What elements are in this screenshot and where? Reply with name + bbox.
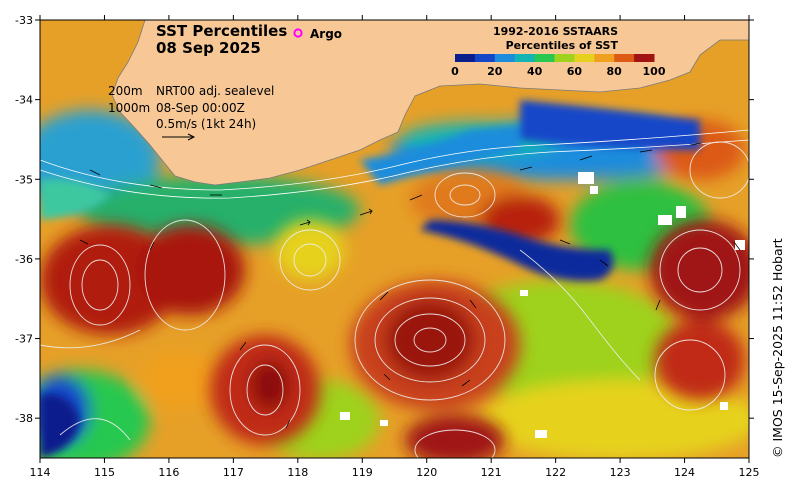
x-tick-label: 116: [158, 466, 179, 479]
colorbar-swatch: [554, 54, 575, 62]
y-axis: -33 -34 -35 -36 -37 -38: [15, 14, 754, 425]
colorbar-swatch: [514, 54, 536, 62]
colorbar-tick-label: 0: [451, 65, 459, 78]
colorbar-title-line2: Percentiles of SST: [506, 39, 619, 52]
colorbar-swatch: [594, 54, 615, 62]
y-tick-label: -36: [15, 253, 33, 266]
colorbar-swatch: [634, 54, 655, 62]
x-tick-label: 117: [223, 466, 244, 479]
colorbar-ticks: 0 20 40 60 80 100: [451, 65, 666, 78]
colorbar-tick-label: 100: [643, 65, 666, 78]
sealevel-contours: [40, 141, 749, 458]
warm-eddies: [40, 170, 749, 458]
argo-marker-icon: [293, 28, 303, 38]
colorbar-swatch: [494, 54, 516, 62]
y-tick-label: -33: [15, 14, 33, 27]
colorbar-swatch: [474, 54, 496, 62]
imos-credit: © IMOS 15-Sep-2025 11:52 Hobart: [770, 238, 785, 458]
map-plot-area: [40, 20, 749, 458]
x-tick-label: 121: [481, 466, 502, 479]
colorbar-tick-label: 20: [487, 65, 503, 78]
legend-scale: 0.5m/s (1kt 24h): [156, 117, 256, 131]
cloud-gaps: [340, 172, 745, 438]
colorbar-tick-label: 40: [527, 65, 543, 78]
colorbar-swatch: [574, 54, 595, 62]
x-tick-label: 119: [352, 466, 373, 479]
y-tick-label: -35: [15, 173, 33, 186]
x-axis: 114 115 116 117 118 119 120 121 122 123 124 125: [30, 15, 760, 479]
plot-frame: [39, 19, 750, 459]
colorbar-tick-label: 80: [607, 65, 623, 78]
x-tick-label: 115: [94, 466, 115, 479]
legend-depth-200m: 200m: [108, 84, 143, 98]
colorbar-title-line1: 1992-2016 SSTAARS: [493, 25, 618, 38]
x-tick-label: 114: [30, 466, 51, 479]
y-tick-label: -38: [15, 412, 33, 425]
colorbar-swatch: [455, 54, 476, 62]
legend-product: NRT00 adj. sealevel: [156, 84, 274, 98]
colorbar-swatch: [614, 54, 635, 62]
x-tick-label: 125: [739, 466, 760, 479]
title-line2: 08 Sep 2025: [156, 39, 261, 57]
legend-time: 08-Sep 00:00Z: [156, 101, 245, 115]
colorbar-swatches: [455, 54, 655, 62]
x-tick-label: 124: [674, 466, 695, 479]
colorbar-swatch: [534, 54, 555, 62]
argo-label: Argo: [310, 27, 342, 41]
title-line1: SST Percentiles: [156, 22, 287, 40]
y-tick-label: -37: [15, 333, 33, 346]
scale-arrow-icon: [162, 133, 196, 141]
colorbar-tick-label: 60: [567, 65, 583, 78]
x-tick-label: 123: [610, 466, 631, 479]
x-tick-label: 118: [287, 466, 308, 479]
x-tick-label: 120: [416, 466, 437, 479]
y-tick-label: -34: [15, 94, 33, 107]
x-tick-label: 122: [545, 466, 566, 479]
colorbar: 1992-2016 SSTAARS Percentiles of SST 0 20…: [451, 25, 666, 78]
legend-depth-1000m: 1000m: [108, 101, 150, 115]
current-vectors: [79, 142, 741, 429]
